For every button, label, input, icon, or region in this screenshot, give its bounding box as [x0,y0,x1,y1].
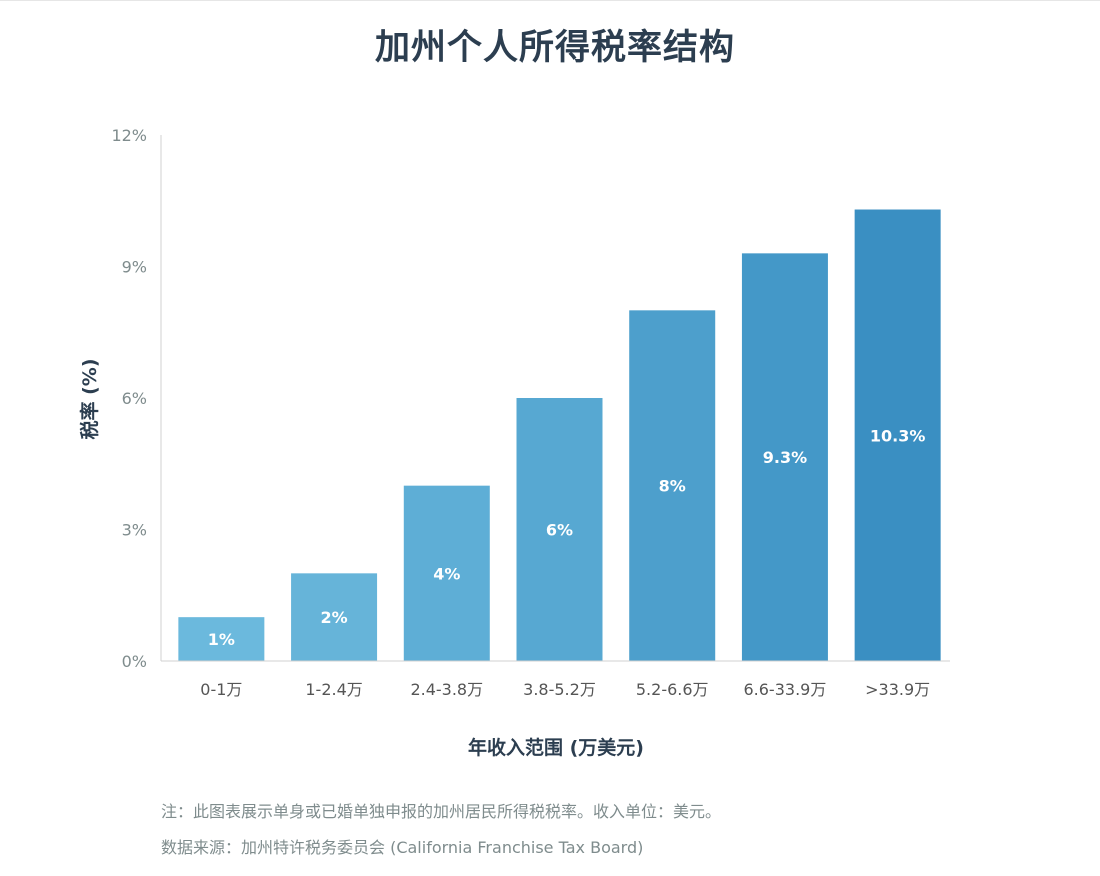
bar-value-label: 2% [320,608,347,627]
y-tick-label: 9% [122,258,147,277]
y-tick-label: 3% [122,521,147,540]
y-tick-label: 0% [122,652,147,671]
bar-value-label: 1% [208,630,235,649]
bar-value-label: 6% [546,521,573,540]
bar-value-label: 4% [433,564,460,583]
x-tick-label: 2.4-3.8万 [410,680,483,699]
y-axis-title: 税率 (%) [78,358,101,439]
y-tick-label: 12% [111,126,147,145]
bar [178,617,265,661]
y-tick-label: 6% [122,389,147,408]
bar [854,209,941,661]
source-text: 数据来源：加州特许税务委员会 (California Franchise Tax… [161,838,644,857]
x-tick-label: >33.9万 [865,680,930,699]
bar [741,253,828,661]
bar [291,573,378,661]
x-tick-label: 5.2-6.6万 [636,680,709,699]
chart-notes: 注：此图表展示单身或已婚单独申报的加州居民所得税税率。收入单位：美元。 数据来源… [161,801,721,873]
x-tick-label: 0-1万 [200,680,242,699]
bar [629,310,716,661]
x-tick-label: 3.8-5.2万 [523,680,596,699]
chart-title: 加州个人所得税率结构 [374,28,735,68]
x-axis-title: 年收入范围 (万美元) [468,736,644,759]
bar [516,398,603,661]
x-tick-label: 6.6-33.9万 [743,680,826,699]
bar [403,485,490,661]
bar-value-label: 9.3% [763,448,807,467]
bar-value-label: 8% [659,477,686,496]
bar-value-label: 10.3% [870,426,926,445]
x-tick-label: 1-2.4万 [305,680,362,699]
note-text: 注：此图表展示单身或已婚单独申报的加州居民所得税税率。收入单位：美元。 [161,802,722,821]
